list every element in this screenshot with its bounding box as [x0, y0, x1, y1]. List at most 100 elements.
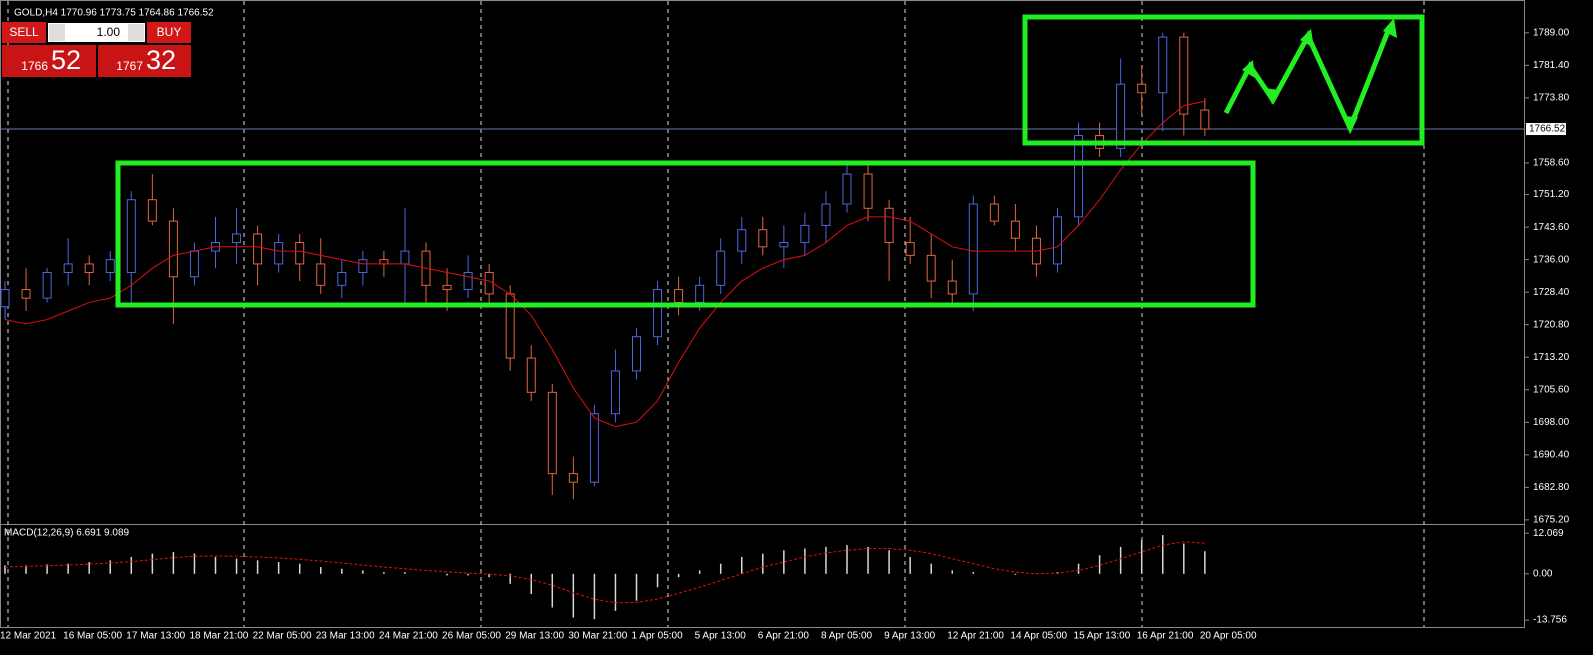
candle-body	[337, 271, 347, 286]
candle-body	[610, 370, 620, 415]
moving-average	[4, 100, 1205, 428]
y-tick-label: 1698.00	[1533, 417, 1570, 428]
price-tag	[1526, 123, 1566, 136]
candle-body	[0, 289, 10, 308]
arrowhead	[1264, 88, 1279, 104]
candle-body	[147, 199, 157, 222]
y-tick-label: 1789.00	[1533, 27, 1570, 38]
y-tick-label: -13.756	[1533, 615, 1567, 626]
y-tick-label: 1743.60	[1533, 222, 1570, 233]
arrowhead	[1300, 29, 1314, 48]
candle-body	[1200, 109, 1210, 130]
y-tick-label: 1728.40	[1533, 287, 1570, 298]
candle-body	[63, 263, 73, 273]
candle-body	[842, 173, 852, 205]
lot-value: 1.00	[97, 25, 121, 39]
candle-body	[779, 242, 789, 248]
candle-body	[42, 271, 52, 299]
lot-input[interactable]	[48, 23, 145, 42]
candle-body	[989, 203, 999, 222]
candle-body	[442, 284, 452, 291]
x-tick-label: 16 Mar 05:00	[63, 631, 122, 642]
x-tick-label: 20 Apr 05:00	[1200, 631, 1257, 642]
x-tick-label: 15 Apr 13:00	[1074, 631, 1131, 642]
annotations	[115, 14, 1425, 308]
candle-body	[632, 336, 641, 372]
sell-label: SELL	[9, 25, 39, 39]
x-tick-label: 18 Mar 21:00	[189, 631, 248, 642]
candle-body	[463, 271, 473, 291]
candle-body	[695, 284, 705, 303]
x-tick-label: 22 Mar 05:00	[253, 631, 312, 642]
signal-line	[4, 541, 1205, 604]
candle-body	[547, 391, 557, 475]
candle-body	[716, 250, 726, 286]
candle-body	[1053, 216, 1062, 265]
x-tick-label: 8 Apr 05:00	[821, 631, 873, 642]
bid-box[interactable]	[2, 45, 96, 77]
x-tick-label: 17 Mar 13:00	[126, 631, 185, 642]
candle-body	[863, 173, 873, 209]
lot-down[interactable]	[49, 24, 65, 41]
candle-body	[568, 473, 578, 483]
plot: 1789.00 1781.40 1773.80 1758.60 1751.20 1743.…	[0, 27, 1570, 641]
x-tick-label: 1 Apr 05:00	[632, 631, 684, 642]
bid-small: 52	[51, 45, 81, 75]
candle-body	[1158, 36, 1168, 94]
lot-up[interactable]	[128, 24, 144, 41]
y-tick-label: 1773.80	[1533, 93, 1570, 104]
candle-body	[1074, 135, 1084, 218]
candle-body	[316, 263, 326, 286]
y-tick-label: 1690.40	[1533, 449, 1570, 460]
y-tick-label: 1736.00	[1533, 254, 1570, 265]
arrowheads	[1242, 18, 1397, 132]
candle-body	[126, 199, 136, 273]
x-tick-label: 16 Apr 21:00	[1137, 631, 1194, 642]
candle-body	[968, 203, 978, 295]
x-tick-label: 29 Mar 13:00	[505, 631, 564, 642]
y-tick-label: 1720.80	[1533, 319, 1570, 330]
bid-big: 1766	[21, 59, 48, 73]
y-tick-label: 1713.20	[1533, 352, 1570, 363]
chart-frame	[0, 0, 1525, 628]
zigzag-arrow	[1223, 25, 1393, 135]
candle-body	[232, 233, 242, 244]
candle-body	[905, 242, 915, 256]
buy-button[interactable]	[147, 22, 191, 43]
candle-body	[526, 357, 536, 393]
y-tick-label: 0.00	[1533, 568, 1553, 579]
candle-body	[253, 233, 263, 265]
candle-body	[589, 413, 599, 483]
price-tag-label: 1766.52	[1529, 124, 1566, 135]
candle-body	[379, 259, 389, 265]
y-tick-label: 1751.20	[1533, 189, 1570, 200]
candle-body	[21, 289, 31, 299]
arrowhead	[1242, 60, 1255, 78]
candle-body	[884, 207, 894, 244]
arrowhead	[1383, 18, 1397, 38]
y-tick-label: 1758.60	[1533, 158, 1570, 169]
candle-body	[358, 259, 368, 273]
candle-body	[400, 250, 410, 265]
x-tick-label: 26 Mar 05:00	[442, 631, 501, 642]
y-tick-label: 12.069	[1533, 528, 1564, 539]
sell-button[interactable]	[2, 22, 46, 43]
x-tick-label: 23 Mar 13:00	[316, 631, 375, 642]
candle-body	[926, 254, 936, 282]
buy-label: BUY	[157, 25, 182, 39]
ask-small: 32	[146, 45, 176, 75]
y-tick-label: 1682.80	[1533, 482, 1570, 493]
candle-body	[1179, 36, 1189, 115]
ask-big: 1767	[116, 59, 143, 73]
y-tick-label: 1781.40	[1533, 60, 1570, 71]
candle-body	[653, 289, 663, 338]
candle-body	[274, 242, 284, 265]
x-tick-label: 12 Mar 2021	[0, 631, 57, 642]
ask-box[interactable]	[98, 45, 191, 77]
candle-body	[800, 224, 810, 244]
y-tick-label: 1705.60	[1533, 384, 1570, 395]
candle-body	[947, 280, 957, 295]
x-tick-label: 5 Apr 13:00	[695, 631, 747, 642]
